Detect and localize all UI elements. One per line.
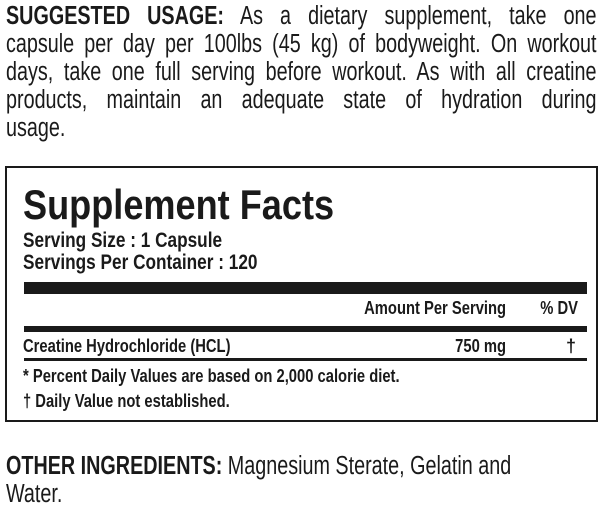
usage-line: capsule per day per 100lbs (45 kg) of bo… bbox=[6, 30, 597, 58]
header-amount: Amount Per Serving bbox=[364, 298, 506, 318]
serving-size: Serving Size : 1 Capsule bbox=[23, 229, 223, 252]
suggested-usage-label: SUGGESTED USAGE: bbox=[6, 2, 224, 30]
thick-divider bbox=[24, 282, 587, 294]
ingredient-amount: 750 mg bbox=[455, 336, 506, 356]
usage-line: usage. bbox=[6, 114, 66, 142]
ingredient-name: Creatine Hydrochloride (HCL) bbox=[23, 336, 231, 356]
footnote-dv-not-established: † Daily Value not established. bbox=[23, 391, 230, 411]
header-dv: % DV bbox=[540, 298, 578, 318]
facts-title: Supplement Facts bbox=[23, 181, 335, 228]
medium-divider bbox=[24, 326, 587, 332]
ingredient-dv: † bbox=[565, 336, 576, 356]
usage-line: SUGGESTED USAGE: As a dietary supplement… bbox=[6, 2, 597, 30]
servings-per-container: Servings Per Container : 120 bbox=[23, 251, 258, 274]
usage-line: days, take one full serving before worko… bbox=[6, 58, 597, 86]
usage-line: products, maintain an adequate state of … bbox=[6, 86, 597, 114]
other-ingredients-text: Magnesium Sterate, Gelatin and bbox=[222, 452, 512, 480]
thin-divider bbox=[24, 358, 587, 361]
footnote-percent-dv: * Percent Daily Values are based on 2,00… bbox=[23, 366, 400, 386]
other-ingredients-label: OTHER INGREDIENTS: bbox=[6, 452, 223, 480]
other-ingredients-text: Water. bbox=[6, 480, 63, 508]
supplement-facts-panel: Supplement Facts Serving Size : 1 Capsul… bbox=[5, 166, 598, 422]
